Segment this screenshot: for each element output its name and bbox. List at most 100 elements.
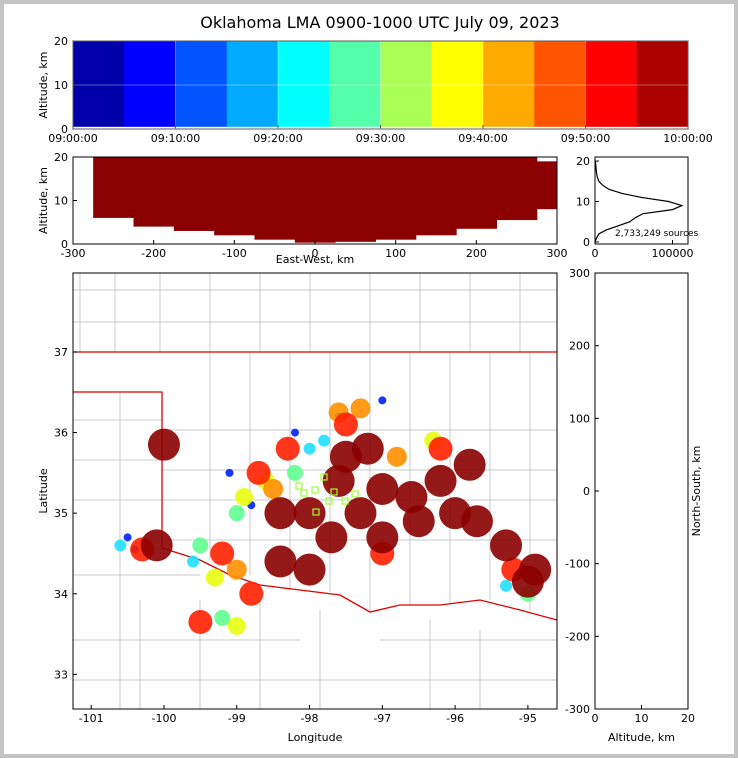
source-band <box>431 41 484 127</box>
source-band <box>294 157 336 243</box>
x-tick-label: 09:30:00 <box>356 132 405 145</box>
source-cluster <box>147 428 180 461</box>
y-tick-label: 10 <box>54 195 68 208</box>
y-tick-label: 10 <box>54 79 68 92</box>
source-cluster <box>303 442 316 455</box>
y-tick-label: 33 <box>54 668 68 681</box>
y-tick-label: -200 <box>565 630 590 643</box>
x-tick-label: 10 <box>635 712 649 725</box>
source-cluster <box>490 529 523 562</box>
x-tick-label: -96 <box>446 712 464 725</box>
source-cluster <box>378 396 387 405</box>
source-band <box>483 41 535 127</box>
x-tick-label: -95 <box>519 712 537 725</box>
source-band <box>73 41 125 127</box>
source-cluster <box>123 533 132 542</box>
source-band <box>375 157 417 240</box>
source-cluster <box>264 497 297 530</box>
source-cluster <box>386 446 407 467</box>
source-band <box>175 41 228 127</box>
x-tick-label: 0 <box>592 247 599 260</box>
source-cluster <box>225 468 234 477</box>
source-cluster <box>500 579 513 592</box>
chart-title: Oklahoma LMA 0900-1000 UTC July 09, 2023 <box>200 13 559 32</box>
station <box>330 488 338 496</box>
plot-area <box>595 157 688 244</box>
x-tick-label: 10:00:00 <box>663 132 712 145</box>
source-cluster <box>235 488 254 507</box>
source-band <box>636 41 688 127</box>
station <box>295 482 303 490</box>
source-band <box>528 161 557 210</box>
x-tick-label: 09:40:00 <box>458 132 507 145</box>
y-tick-label: 100 <box>569 412 590 425</box>
x-tick-label: 200 <box>466 247 487 260</box>
station <box>341 497 349 505</box>
source-band <box>415 157 457 236</box>
source-cluster <box>453 448 486 481</box>
y-tick-label: 0 <box>61 238 68 251</box>
x-tick-label: 100000 <box>652 247 694 260</box>
source-cluster <box>228 505 245 522</box>
source-cluster <box>290 428 299 437</box>
source-cluster <box>192 537 209 554</box>
source-cluster <box>315 521 348 554</box>
source-band <box>173 157 215 231</box>
x-tick-label: 09:50:00 <box>561 132 610 145</box>
y-tick-label: 20 <box>54 151 68 164</box>
x-tick-label: 09:10:00 <box>151 132 200 145</box>
source-cluster <box>351 432 384 465</box>
y-axis-label: North-South, km <box>690 446 703 537</box>
source-cluster <box>140 529 173 562</box>
source-band <box>93 157 134 218</box>
source-cluster <box>264 545 297 578</box>
source-cluster <box>263 478 284 499</box>
x-axis-label: Longitude <box>288 731 343 744</box>
x-tick-label: -100 <box>222 247 247 260</box>
y-tick-label: 20 <box>576 155 590 168</box>
source-band <box>585 41 638 127</box>
y-tick-label: 300 <box>569 267 590 280</box>
source-cluster <box>395 481 428 514</box>
x-tick-label: -101 <box>79 712 104 725</box>
source-cluster <box>402 505 435 538</box>
annotation: 2,733,249 sources <box>615 229 699 239</box>
y-axis-label: Altitude, km <box>37 167 50 234</box>
source-cluster <box>226 559 247 580</box>
source-cluster <box>424 464 457 497</box>
y-tick-label: 10 <box>576 196 590 209</box>
x-tick-label: 09:00:00 <box>48 132 97 145</box>
station <box>300 489 308 497</box>
x-tick-label: -100 <box>151 712 176 725</box>
source-band <box>534 41 586 127</box>
source-band <box>124 41 176 127</box>
x-axis-label: East-West, km <box>276 253 354 266</box>
source-cluster <box>246 460 271 485</box>
x-axis-label: Altitude, km <box>608 731 675 744</box>
plot-area <box>595 273 688 709</box>
source-cluster <box>322 464 355 497</box>
y-tick-label: 37 <box>54 346 68 359</box>
y-axis-label: Altitude, km <box>37 51 50 118</box>
source-cluster <box>293 553 326 586</box>
x-tick-label: -98 <box>301 712 319 725</box>
source-band <box>254 157 296 240</box>
station <box>312 508 320 516</box>
source-cluster <box>428 436 453 461</box>
map-marks <box>114 396 552 635</box>
station <box>325 497 333 505</box>
source-cluster <box>366 521 399 554</box>
stations <box>295 473 359 516</box>
source-band <box>456 157 497 229</box>
x-tick-label: 20 <box>681 712 695 725</box>
source-cluster <box>293 497 326 530</box>
y-tick-label: 0 <box>583 485 590 498</box>
source-cluster <box>210 541 235 566</box>
source-band <box>133 157 175 227</box>
source-band <box>329 41 381 127</box>
x-tick-label: 0 <box>592 712 599 725</box>
source-band <box>226 41 279 127</box>
source-cluster <box>350 398 371 419</box>
